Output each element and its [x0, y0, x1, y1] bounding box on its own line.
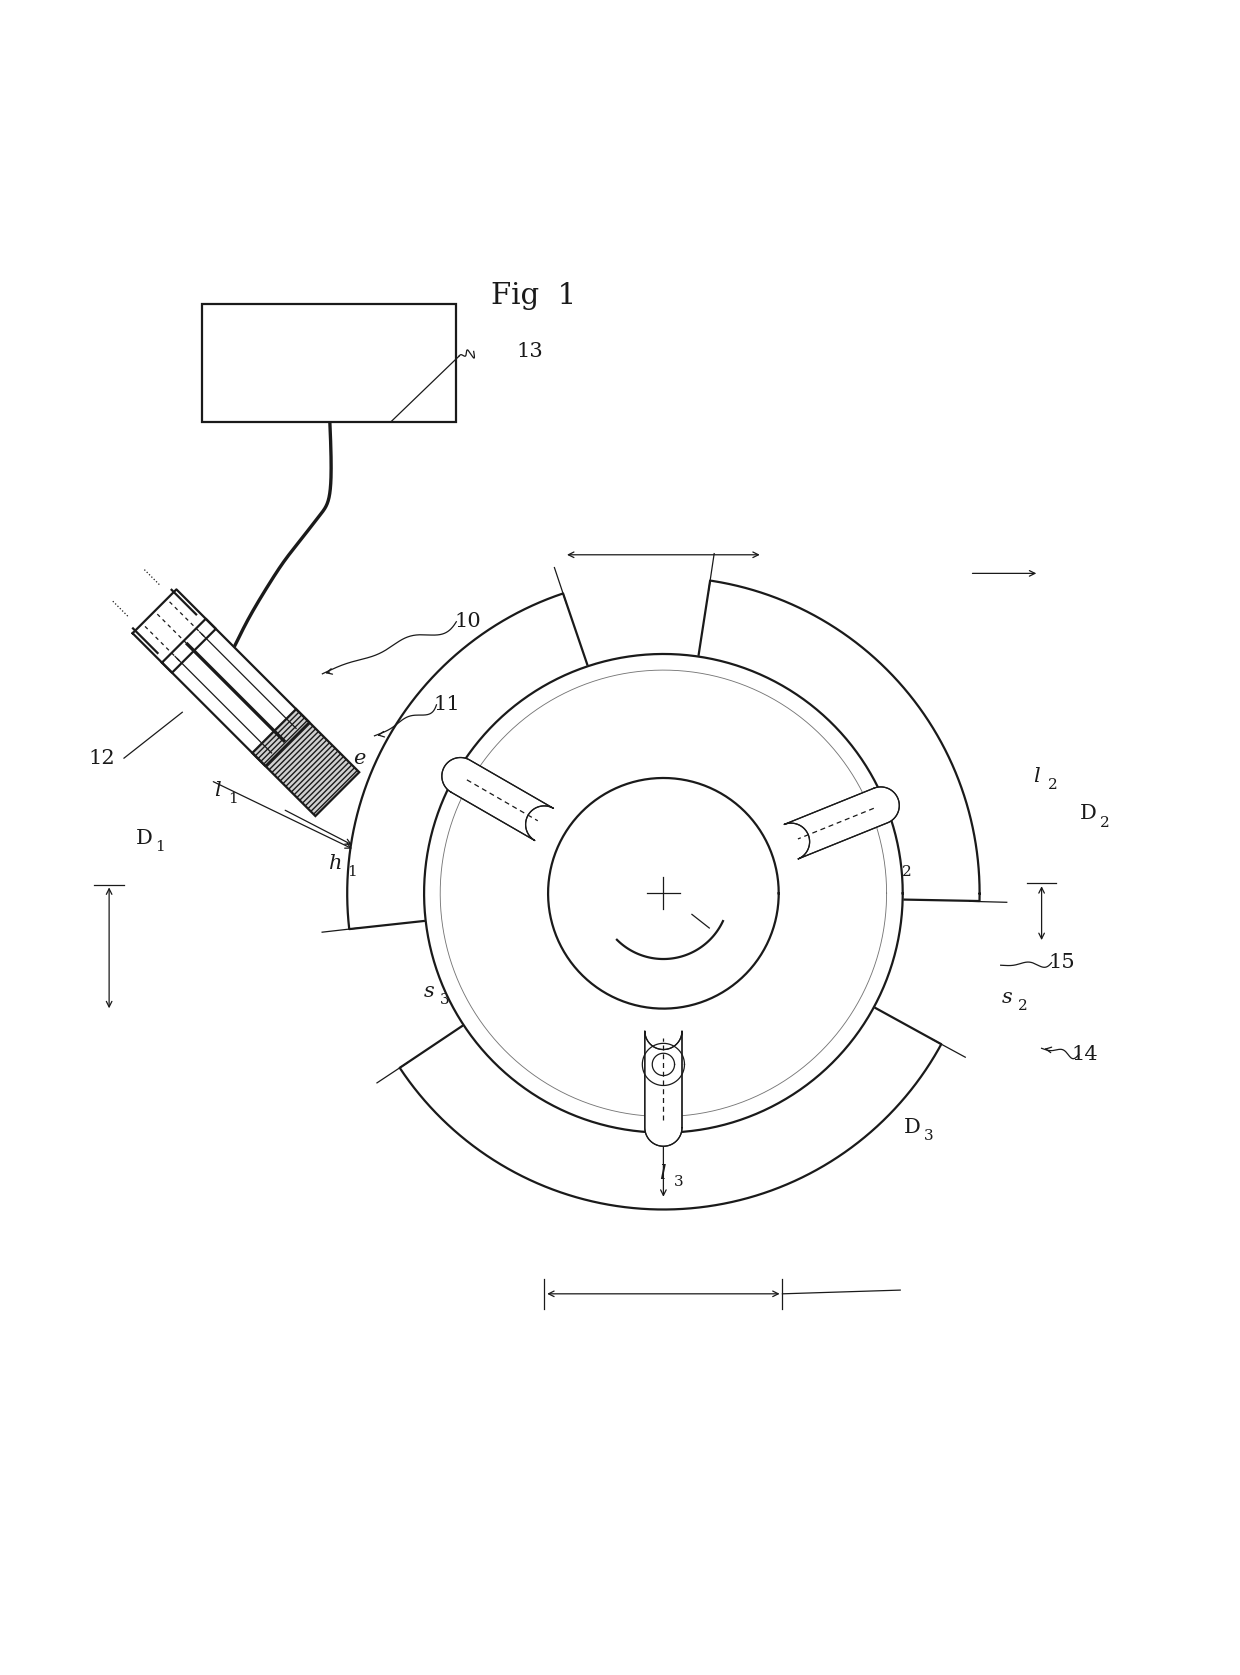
- Text: l: l: [658, 1164, 666, 1183]
- Text: 1: 1: [155, 841, 165, 854]
- Polygon shape: [424, 653, 903, 1132]
- Polygon shape: [133, 590, 216, 673]
- Text: F: F: [691, 879, 706, 899]
- Text: 16: 16: [696, 921, 723, 940]
- Polygon shape: [784, 787, 899, 859]
- Text: 2: 2: [1100, 816, 1110, 829]
- Text: D: D: [904, 1119, 921, 1137]
- Text: h: h: [884, 854, 897, 873]
- Text: h: h: [647, 1079, 660, 1097]
- Bar: [202, 305, 456, 422]
- Polygon shape: [441, 757, 553, 841]
- Text: e: e: [353, 749, 366, 767]
- Text: s: s: [1002, 988, 1012, 1007]
- Text: 14: 14: [1071, 1045, 1099, 1064]
- Text: 11: 11: [433, 695, 460, 714]
- Text: h: h: [330, 854, 342, 873]
- Text: 1: 1: [347, 866, 357, 879]
- Text: 1: 1: [671, 724, 681, 739]
- Text: s: s: [424, 982, 434, 1000]
- Text: 3: 3: [440, 993, 450, 1007]
- Text: 3: 3: [673, 1176, 683, 1189]
- Text: 2: 2: [1048, 779, 1058, 792]
- Text: s: s: [655, 712, 665, 732]
- Text: 13: 13: [516, 342, 543, 360]
- Text: Fig  1: Fig 1: [491, 281, 575, 310]
- Text: 3: 3: [924, 1129, 934, 1144]
- Text: 2: 2: [1018, 1000, 1028, 1013]
- Text: 15: 15: [1048, 953, 1075, 972]
- Polygon shape: [162, 618, 309, 765]
- Text: l: l: [1033, 767, 1040, 786]
- Text: 2: 2: [901, 866, 911, 879]
- Text: 10: 10: [454, 613, 481, 631]
- Polygon shape: [252, 709, 360, 816]
- Text: l: l: [213, 781, 221, 801]
- Polygon shape: [347, 581, 980, 1209]
- Text: 12: 12: [88, 749, 115, 767]
- Text: 3: 3: [665, 1090, 675, 1104]
- Text: D: D: [135, 829, 153, 848]
- Text: 1: 1: [228, 792, 238, 806]
- Text: D: D: [1080, 804, 1097, 824]
- Polygon shape: [645, 1030, 682, 1146]
- Polygon shape: [548, 777, 779, 1008]
